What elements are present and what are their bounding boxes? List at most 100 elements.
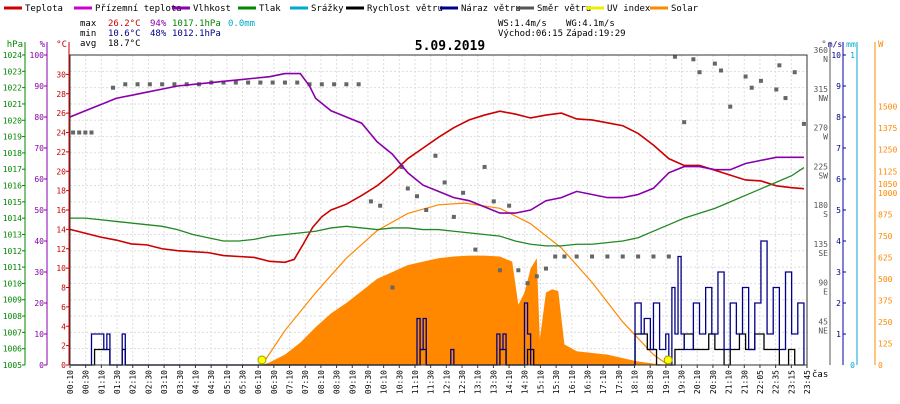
wind-direction-point <box>135 82 140 87</box>
wind-direction-point <box>491 199 496 204</box>
wind-direction-point <box>233 80 238 85</box>
axis-tick-label: 7 <box>836 144 841 153</box>
axis-tick-label: S <box>823 210 828 219</box>
axis-tick-label: 270 <box>814 124 829 133</box>
series-line-teplota <box>69 110 804 264</box>
wind-direction-point <box>543 266 548 271</box>
axis-tick-label: 180 <box>814 201 829 210</box>
wind-gust-max: WG:4.1m/s <box>566 19 615 29</box>
stats-max-label: max <box>80 19 97 29</box>
wind-direction-point <box>792 70 797 75</box>
wind-direction-point <box>368 199 373 204</box>
axis-tick-label: 45 <box>818 317 828 326</box>
x-tick-label: 09:10 <box>348 370 357 394</box>
x-tick-label: 13:10 <box>474 370 483 394</box>
axis-tick-label: 1375 <box>878 124 897 133</box>
axis-tick-label: 22 <box>56 148 66 157</box>
axis-tick-label: 1007 <box>3 328 22 337</box>
x-tick-label: 20:10 <box>693 370 702 394</box>
x-tick-label: 15:30 <box>552 370 561 394</box>
solar-theoretical-line <box>261 202 669 366</box>
x-tick-label: 12:30 <box>458 370 467 394</box>
axis-tick-label: 1050 <box>878 180 897 189</box>
x-tick-label: 07:10 <box>286 370 295 394</box>
wind-direction-point <box>590 254 595 259</box>
axis-tick-label: 10 <box>56 264 66 273</box>
legend-label: Přízemní teplota <box>95 4 182 14</box>
x-tick-label: 03:30 <box>176 370 185 394</box>
wind-direction-point <box>553 254 558 259</box>
wind-direction-point <box>390 285 395 290</box>
wind-direction-point <box>719 68 724 73</box>
axis-tick-label: 90 <box>818 279 828 288</box>
axis-tick-label: 1018 <box>3 149 22 158</box>
axis-tick-label: 1011 <box>3 263 22 272</box>
axis-tick-label: 90 <box>34 82 44 91</box>
wind-direction-point <box>516 268 521 273</box>
axis-tick-label: 1009 <box>3 296 22 305</box>
stats-min-label: min <box>80 29 96 39</box>
axis-tick-label: 10 <box>34 330 44 339</box>
legend-label: UV index <box>607 4 651 14</box>
axis-tick-label: 12 <box>56 245 66 254</box>
axis-tick-label: 6 <box>61 303 66 312</box>
axis-tick-label: 9 <box>836 82 841 91</box>
axis-tick-label: 1012 <box>3 247 22 256</box>
axis-unit-wind-dir: ° <box>821 40 826 50</box>
legend-label: Rychlost větru <box>367 4 443 14</box>
stats-avg-temp: 18.7°C <box>108 39 141 49</box>
stats-min-press: 1012.1hPa <box>172 29 221 39</box>
x-tick-label: 16:10 <box>568 370 577 394</box>
legend-label: Solar <box>671 4 699 14</box>
axis-tick-label: 14 <box>56 225 66 234</box>
axis-tick-label: NE <box>818 326 828 335</box>
x-tick-label: 00:30 <box>82 370 91 394</box>
series-line-vlhkost <box>69 72 804 214</box>
x-tick-label: 13:30 <box>489 370 498 394</box>
x-tick-label: 22:35 <box>772 370 781 394</box>
axis-tick-label: SE <box>818 249 828 258</box>
wind-direction-point <box>697 70 702 75</box>
axis-tick-label: 750 <box>878 232 893 241</box>
axis-tick-label: 2 <box>61 342 66 351</box>
x-tick-label: 19:10 <box>662 370 671 394</box>
x-tick-label: 21:10 <box>725 370 734 394</box>
wind-direction-point <box>282 80 287 85</box>
sun-marker <box>663 355 673 365</box>
axis-tick-label: SW <box>818 171 828 180</box>
wind-direction-point <box>258 80 263 85</box>
axis-tick-label: 250 <box>878 318 893 327</box>
wind-direction-points <box>71 54 806 290</box>
wind-direction-point <box>110 85 115 90</box>
axis-tick-label: 1022 <box>3 84 22 93</box>
axis-tick-label: 0 <box>39 361 44 370</box>
wind-direction-point <box>743 74 748 79</box>
x-tick-label: 18:30 <box>646 370 655 394</box>
x-tick-label: 22:05 <box>756 370 765 394</box>
axis-tick-label: 1021 <box>3 100 22 109</box>
stats-min-hum: 48% <box>150 29 167 39</box>
wind-direction-point <box>83 130 88 135</box>
x-tick-label: 21:30 <box>740 370 749 394</box>
wind-direction-point <box>636 254 641 259</box>
axis-tick-label: 70 <box>34 144 44 153</box>
axis-tick-label: 315 <box>814 85 829 94</box>
x-tick-label: 10:10 <box>380 370 389 394</box>
wind-direction-point <box>378 203 383 208</box>
wind-direction-point <box>682 120 687 125</box>
axis-tick-label: 360 <box>814 46 829 55</box>
x-tick-label: 12:10 <box>442 370 451 394</box>
axis-tick-label: 625 <box>878 253 893 262</box>
x-tick-label: 15:10 <box>536 370 545 394</box>
wind-direction-point <box>497 268 502 273</box>
axis-tick-label: 0 <box>61 361 66 370</box>
x-tick-label: 23:45 <box>803 370 812 394</box>
x-tick-label: 20:30 <box>709 370 718 394</box>
x-tick-label: 07:30 <box>301 370 310 394</box>
legend-label: Tlak <box>259 4 281 14</box>
axis-unit-pressure: hPa <box>7 40 23 50</box>
axis-tick-label: 1016 <box>3 182 22 191</box>
axis-tick-label: 1019 <box>3 133 22 142</box>
axis-tick-label: 60 <box>34 175 44 184</box>
